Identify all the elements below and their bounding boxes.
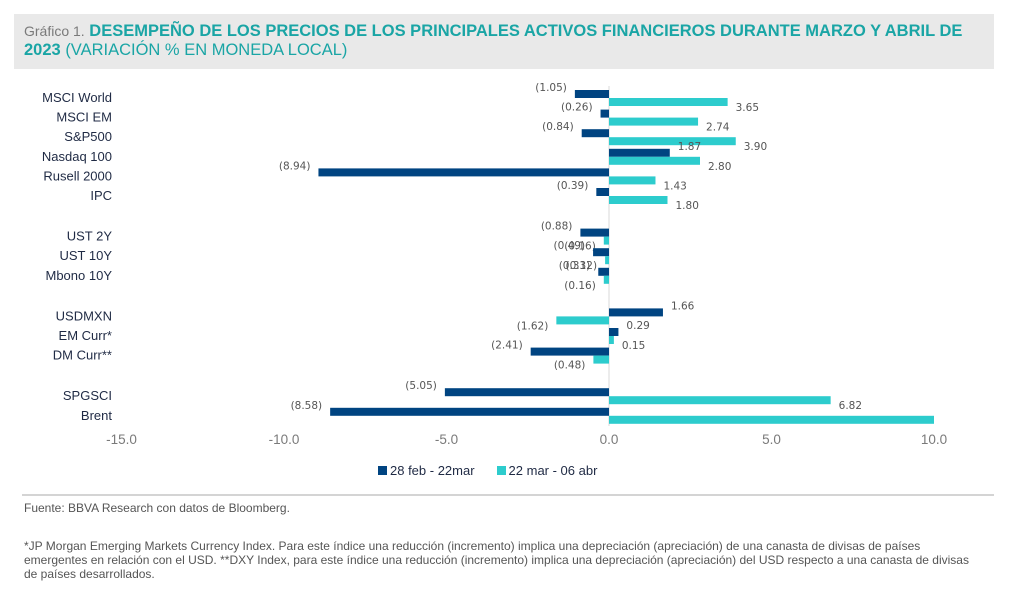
chart-number: Gráfico 1. [24, 23, 85, 39]
bar-series2 [609, 117, 699, 126]
data-label-series2: 6.82 [839, 400, 862, 412]
legend-label-series1: 28 feb - 22mar [390, 463, 475, 478]
bar-series1 [609, 148, 670, 157]
category-label: EM Curr* [59, 328, 112, 343]
data-label-series2: 3.65 [736, 102, 759, 114]
x-tick-label: -10.0 [269, 432, 300, 447]
legend-item-series1: 28 feb - 22mar [378, 463, 475, 478]
bar-series1 [574, 90, 609, 98]
category-label: Rusell 2000 [43, 168, 112, 183]
category-label: MSCI World [42, 90, 112, 105]
data-label-series2: (0.12) [566, 260, 598, 272]
data-label-series2: (0.16) [564, 241, 596, 253]
data-label-series2: 2.74 [706, 122, 730, 134]
legend-swatch-series1 [378, 466, 387, 475]
data-label-series1: (0.33) [559, 260, 591, 272]
bar-series1 [581, 129, 609, 138]
bar-series2 [556, 316, 609, 325]
bar-series1 [600, 109, 609, 118]
data-label-series1: (2.41) [491, 340, 523, 352]
data-label-series2: 2.80 [708, 161, 731, 173]
data-label-series1: (0.49) [553, 240, 585, 252]
bar-series2 [609, 176, 656, 185]
category-label: Mbono 10Y [46, 268, 113, 283]
bar-series2 [609, 156, 700, 165]
bar-series1 [598, 267, 609, 276]
category-label: Nasdaq 100 [42, 149, 112, 164]
bar-series1 [580, 228, 609, 237]
data-label-series1: (0.84) [542, 121, 574, 133]
data-label-series1: 1.66 [671, 300, 695, 312]
category-label: Brent [81, 408, 112, 423]
data-label-series1: (1.05) [535, 82, 567, 94]
bar-series2 [609, 415, 934, 424]
category-label: IPC [90, 188, 112, 203]
data-label-series1: (5.05) [405, 380, 437, 392]
data-label-series1: 0.29 [626, 320, 649, 332]
data-label-series1: (8.58) [291, 400, 323, 412]
x-tick-label: 0.0 [600, 432, 619, 447]
data-label-series2: 0.15 [622, 340, 645, 352]
bar-series2 [593, 355, 609, 364]
category-label: DM Curr** [53, 348, 112, 363]
data-label-series2: 3.90 [744, 141, 767, 153]
bar-series1 [318, 168, 609, 177]
chart-title: Gráfico 1. DESEMPEÑO DE LOS PRECIOS DE L… [24, 22, 984, 60]
bar-series2 [609, 396, 831, 405]
bar-series1 [593, 248, 609, 257]
legend-label-series2: 22 mar - 06 abr [508, 463, 598, 478]
bar-series2 [603, 275, 609, 284]
x-tick-label: -5.0 [435, 432, 458, 447]
footnotes: *JP Morgan Emerging Markets Currency Ind… [24, 539, 969, 581]
bar-series1 [609, 308, 663, 317]
category-label: UST 2Y [67, 229, 113, 244]
x-tick-label: 5.0 [762, 432, 781, 447]
chart-title-subtitle: (VARIACIÓN % EN MONEDA LOCAL) [65, 41, 348, 59]
data-label-series1: (8.94) [279, 160, 311, 172]
legend-item-series2: 22 mar - 06 abr [496, 463, 598, 478]
category-label: UST 10Y [59, 248, 112, 263]
legend-swatch-series2 [496, 466, 506, 475]
bar-series2 [609, 196, 668, 204]
bar-series1 [530, 347, 609, 356]
x-tick-label: -15.0 [106, 432, 137, 447]
data-label-series1: 1.87 [678, 141, 701, 153]
category-label: USDMXN [56, 308, 112, 323]
bar-series2 [605, 256, 609, 265]
category-label: S&P500 [64, 129, 112, 144]
data-label-series2: (1.62) [517, 320, 549, 332]
data-label-series2: 1.80 [676, 200, 699, 212]
bar-series1 [596, 188, 609, 196]
data-label-series1: (0.39) [557, 180, 589, 192]
footer-divider [22, 494, 994, 496]
bar-series1 [609, 328, 619, 336]
chart-title-main: DESEMPEÑO DE LOS PRECIOS DE LOS PRINCIPA… [24, 22, 963, 59]
data-label-series2: 1.43 [663, 180, 686, 192]
x-tick-label: 10.0 [921, 432, 947, 447]
bar-series2 [609, 336, 614, 344]
bar-series2 [603, 236, 609, 245]
chart-legend: 28 feb - 22mar 22 mar - 06 abr [378, 463, 597, 478]
data-label-series1: (0.26) [561, 102, 593, 114]
bar-series1 [330, 407, 609, 416]
bar-series2 [609, 137, 736, 146]
data-label-series2: (0.16) [564, 280, 596, 292]
bar-series2 [609, 98, 728, 106]
bar-series1 [444, 388, 609, 397]
chart-header: Gráfico 1. DESEMPEÑO DE LOS PRECIOS DE L… [14, 14, 994, 69]
data-label-series2: (0.48) [554, 360, 586, 372]
category-label: MSCI EM [56, 110, 112, 125]
data-label-series1: (0.88) [541, 221, 573, 233]
bar-chart: MSCI World (1.05) 3.65 MSCI EM (0.26) 2.74 S&P… [42, 82, 947, 447]
category-label: SPGSCI [63, 388, 112, 403]
source-note: Fuente: BBVA Research con datos de Bloom… [24, 501, 290, 515]
